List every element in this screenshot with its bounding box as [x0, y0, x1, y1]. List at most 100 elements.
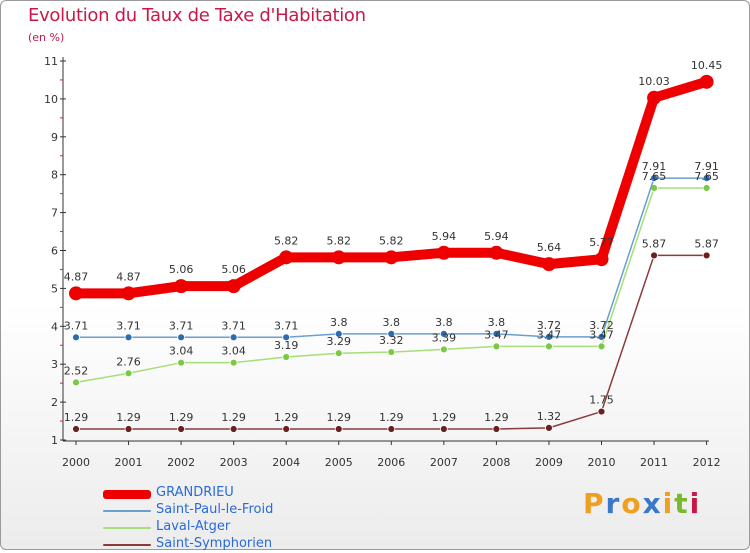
series-marker-3: [229, 425, 238, 433]
data-label-2: 3.47: [484, 328, 509, 341]
data-label-1: 3.8: [383, 316, 401, 329]
series-marker-0: [594, 252, 609, 267]
data-label-2: 3.29: [327, 335, 352, 348]
x-tick-label: 2005: [325, 456, 353, 469]
logo-letter: r: [605, 487, 622, 520]
y-tick-label: 10: [44, 93, 58, 106]
y-tick-label: 7: [51, 207, 58, 220]
x-tick-label: 2008: [482, 456, 510, 469]
y-tick-label: 9: [51, 131, 58, 144]
legend-label: Saint-Symphorien: [156, 536, 273, 551]
series-marker-2: [282, 353, 291, 361]
series-marker-0: [279, 250, 294, 265]
logo-letter: t: [674, 487, 690, 520]
y-tick-label: 2: [51, 396, 58, 409]
series-marker-0: [384, 250, 399, 265]
data-label-0: 4.87: [64, 270, 89, 283]
data-label-3: 1.29: [221, 411, 246, 424]
data-label-1: 3.71: [274, 319, 299, 332]
series-marker-3: [124, 425, 133, 433]
proxiti-logo: Proxiti: [583, 487, 701, 520]
series-marker-3: [334, 425, 343, 433]
data-label-2: 3.39: [432, 331, 457, 344]
data-label-3: 1.29: [327, 411, 352, 424]
data-label-0: 5.82: [274, 234, 299, 247]
x-tick-label: 2000: [62, 456, 90, 469]
legend-swatch: [103, 510, 151, 512]
series-marker-3: [492, 425, 501, 433]
data-label-3: 1.29: [432, 411, 457, 424]
x-tick-label: 2010: [588, 456, 616, 469]
data-label-0: 5.06: [221, 263, 246, 276]
data-label-2: 3.19: [274, 339, 299, 352]
series-marker-1: [545, 333, 553, 341]
data-label-3: 1.29: [484, 411, 509, 424]
data-label-1: 3.71: [221, 319, 246, 332]
series-marker-1: [387, 329, 396, 338]
x-tick-label: 2007: [430, 456, 458, 469]
data-label-3: 5.87: [694, 237, 719, 250]
series-marker-2: [387, 348, 396, 356]
series-marker-1: [702, 174, 711, 183]
data-label-1: 3.71: [169, 319, 194, 332]
data-label-2: 3.47: [589, 328, 614, 341]
y-tick-label: 11: [44, 55, 58, 68]
data-label-1: 3.71: [116, 319, 141, 332]
series-marker-0: [174, 279, 189, 294]
logo-letter: o: [621, 487, 643, 520]
y-tick-label: 5: [51, 282, 58, 295]
y-tick-label: 1: [51, 434, 58, 447]
data-label-0: 5.06: [169, 263, 194, 276]
x-tick-label: 2011: [640, 456, 668, 469]
data-label-0: 5.94: [484, 230, 509, 243]
series-marker-2: [439, 345, 448, 354]
series-marker-3: [650, 251, 658, 260]
data-label-0: 10.45: [691, 59, 723, 72]
data-label-3: 1.29: [64, 411, 89, 424]
data-label-2: 2.52: [64, 364, 89, 377]
series-marker-1: [124, 333, 133, 342]
series-marker-1: [229, 333, 238, 342]
series-marker-3: [702, 251, 711, 260]
legend-swatch: [103, 490, 151, 499]
data-label-1: 3.8: [488, 316, 506, 329]
data-label-2: 3.47: [537, 328, 562, 341]
x-tick-label: 2012: [693, 456, 721, 469]
series-marker-3: [597, 407, 606, 416]
series-marker-3: [545, 423, 553, 432]
data-label-3: 5.87: [642, 237, 667, 250]
series-marker-3: [439, 425, 448, 433]
series-marker-1: [492, 329, 501, 338]
series-marker-2: [124, 369, 133, 378]
data-label-0: 5.82: [379, 234, 404, 247]
series-marker-1: [282, 333, 291, 342]
y-tick-label: 4: [51, 320, 58, 333]
logo-letter: i: [662, 487, 675, 520]
legend-label: Saint-Paul-le-Froid: [156, 502, 274, 517]
data-label-2: 2.76: [116, 355, 141, 368]
data-label-1: 3.72: [537, 319, 562, 332]
series-marker-1: [177, 333, 186, 342]
series-marker-1: [72, 333, 80, 342]
series-marker-1: [334, 329, 343, 338]
series-marker-3: [177, 425, 186, 433]
series-marker-0: [541, 257, 556, 272]
logo-letter: x: [642, 487, 663, 520]
data-label-2: 7.65: [694, 170, 719, 183]
series-marker-2: [702, 184, 711, 192]
series-marker-0: [69, 286, 83, 301]
data-label-1: 7.91: [694, 160, 719, 173]
data-label-2: 3.32: [379, 334, 404, 347]
data-label-1: 7.91: [642, 160, 667, 173]
data-label-3: 1.32: [537, 410, 562, 423]
legend-swatch: [103, 527, 151, 529]
data-label-3: 1.75: [589, 394, 614, 407]
series-marker-3: [72, 425, 80, 433]
data-label-3: 1.29: [116, 411, 141, 424]
data-label-1: 3.71: [64, 319, 89, 332]
x-tick-label: 2003: [220, 456, 248, 469]
series-marker-1: [597, 333, 606, 341]
series-marker-2: [492, 342, 501, 351]
